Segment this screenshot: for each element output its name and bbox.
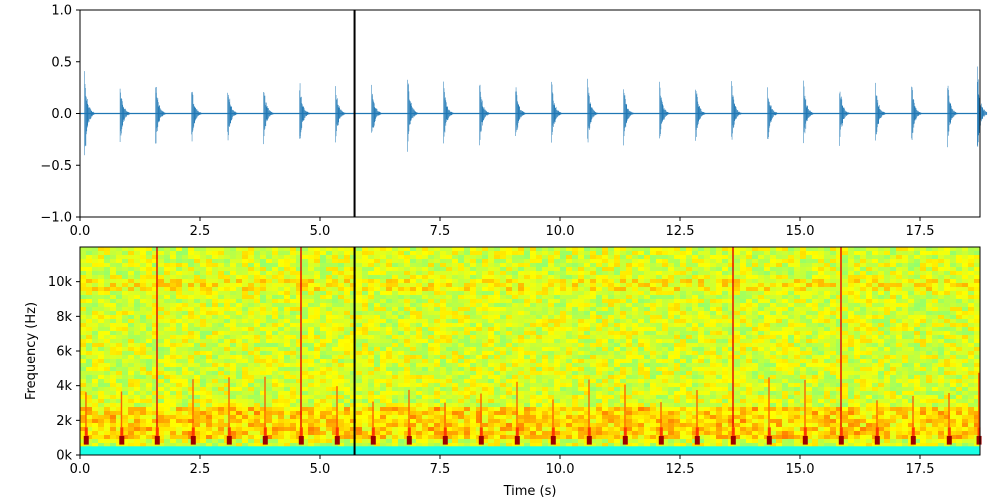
waveform-axes: 0.0 2.5 5.0 7.5 10.0 12.5 15.0 17.5 1.0 0.5 0.0 −0.… bbox=[40, 4, 988, 240]
spectrogram-xtick-label: 7.5 bbox=[430, 462, 451, 477]
spectrogram-event bbox=[874, 400, 880, 445]
spectrogram-event bbox=[586, 379, 592, 445]
waveform-ticks: 0.0 2.5 5.0 7.5 10.0 12.5 15.0 17.5 1.0 0.5 0.0 −0.… bbox=[40, 4, 934, 240]
waveform-pulse bbox=[119, 88, 130, 142]
spectrogram-event bbox=[334, 386, 340, 445]
spectrogram-event bbox=[370, 401, 376, 445]
waveform-pulse bbox=[191, 91, 202, 142]
spectrogram-ytick-label: 8k bbox=[56, 310, 72, 325]
waveform-ytick-label: 1.0 bbox=[51, 4, 72, 19]
spectrogram-event bbox=[838, 247, 844, 445]
waveform-xtick-label: 7.5 bbox=[430, 224, 451, 239]
spectrogram-ytick-label: 6k bbox=[56, 345, 72, 360]
spectrogram-ticks: 0.0 2.5 5.0 7.5 10.0 12.5 15.0 17.5 0k 2k 4k 6k 8k 10… bbox=[48, 275, 935, 477]
waveform-pulse bbox=[371, 84, 382, 133]
waveform-xtick-label: 17.5 bbox=[906, 224, 935, 239]
spectrogram-xtick-label: 15.0 bbox=[786, 462, 815, 477]
spectrogram-event bbox=[976, 372, 982, 445]
spectrogram-ytick-label: 4k bbox=[56, 379, 72, 394]
waveform-ytick-label: 0.5 bbox=[51, 55, 72, 70]
waveform-xtick-label: 12.5 bbox=[666, 224, 695, 239]
spectrogram-plot-area bbox=[80, 247, 982, 455]
spectrogram-xtick-label: 17.5 bbox=[906, 462, 935, 477]
spectrogram-xtick-label: 5.0 bbox=[310, 462, 331, 477]
spectrogram-event bbox=[190, 379, 196, 445]
waveform-pulse bbox=[443, 81, 454, 144]
waveform-pulse bbox=[977, 66, 988, 147]
spectrogram-event bbox=[802, 379, 808, 445]
spectrogram-ytick-label: 0k bbox=[56, 449, 72, 464]
spectrogram-event bbox=[658, 402, 664, 445]
waveform-xtick-label: 10.0 bbox=[546, 224, 575, 239]
waveform-pulse bbox=[659, 81, 670, 139]
spectrogram-xtick-label: 0.0 bbox=[70, 462, 91, 477]
waveform-pulse bbox=[839, 91, 850, 146]
y-axis-label: Frequency (Hz) bbox=[24, 302, 39, 400]
spectrogram-event bbox=[910, 395, 916, 445]
waveform-pulse bbox=[551, 81, 562, 143]
spectrogram-event bbox=[442, 402, 448, 445]
spectrogram-low-band bbox=[80, 446, 980, 455]
waveform-pulse bbox=[479, 84, 490, 146]
waveform-pulse bbox=[407, 79, 418, 152]
spectrogram-event bbox=[514, 381, 520, 445]
spectrogram-event bbox=[622, 384, 628, 445]
waveform-ytick-label: −0.5 bbox=[40, 159, 72, 174]
waveform-pulse bbox=[875, 82, 886, 141]
spectrogram-event bbox=[226, 377, 232, 445]
waveform-pulse bbox=[155, 87, 166, 144]
x-axis-label: Time (s) bbox=[503, 484, 557, 499]
spectrogram-event bbox=[262, 376, 268, 445]
waveform-pulse bbox=[803, 80, 814, 144]
waveform-xtick-label: 2.5 bbox=[190, 224, 211, 239]
waveform-xtick-label: 0.0 bbox=[70, 224, 91, 239]
waveform-pulse bbox=[767, 87, 778, 139]
waveform-pulse bbox=[947, 85, 958, 148]
waveform-xtick-label: 5.0 bbox=[310, 224, 331, 239]
waveform-pulse bbox=[84, 71, 95, 156]
spectrogram-ytick-label: 2k bbox=[56, 414, 72, 429]
waveform-pulse bbox=[731, 81, 742, 140]
spectrogram-event bbox=[406, 389, 412, 445]
waveform-pulse bbox=[587, 78, 598, 143]
waveform-ytick-label: −1.0 bbox=[40, 211, 72, 226]
spectrogram-event bbox=[478, 393, 484, 445]
waveform-ytick-label: 0.0 bbox=[51, 107, 72, 122]
spectrogram-event bbox=[550, 399, 556, 445]
waveform-pulse bbox=[515, 87, 526, 136]
waveform-pulse bbox=[227, 92, 238, 141]
spectrogram-event bbox=[694, 390, 700, 445]
spectrogram-xtick-label: 2.5 bbox=[190, 462, 211, 477]
spectrogram-xtick-label: 12.5 bbox=[666, 462, 695, 477]
waveform-pulse bbox=[335, 86, 346, 143]
spectrogram-event bbox=[946, 392, 952, 445]
waveform-xtick-label: 15.0 bbox=[786, 224, 815, 239]
spectrogram-noise-field bbox=[80, 247, 980, 455]
waveform-pulse bbox=[623, 89, 634, 146]
waveform-pulse bbox=[695, 89, 706, 141]
spectrogram-xtick-label: 10.0 bbox=[546, 462, 575, 477]
spectrogram-axes: 0.0 2.5 5.0 7.5 10.0 12.5 15.0 17.5 0k 2k 4k 6k 8k 10… bbox=[24, 246, 982, 499]
waveform-plot-area bbox=[80, 10, 988, 217]
spectrogram-event bbox=[730, 247, 736, 445]
waveform-pulse bbox=[299, 83, 310, 139]
spectrogram-event bbox=[766, 377, 772, 445]
spectrogram-event bbox=[298, 247, 304, 445]
spectrogram-event bbox=[154, 247, 160, 445]
waveform-pulse bbox=[263, 92, 274, 145]
spectrogram-event bbox=[119, 391, 125, 445]
spectrogram-event bbox=[83, 392, 89, 445]
spectrogram-ytick-label: 10k bbox=[48, 275, 73, 290]
waveform-pulse bbox=[911, 86, 922, 140]
